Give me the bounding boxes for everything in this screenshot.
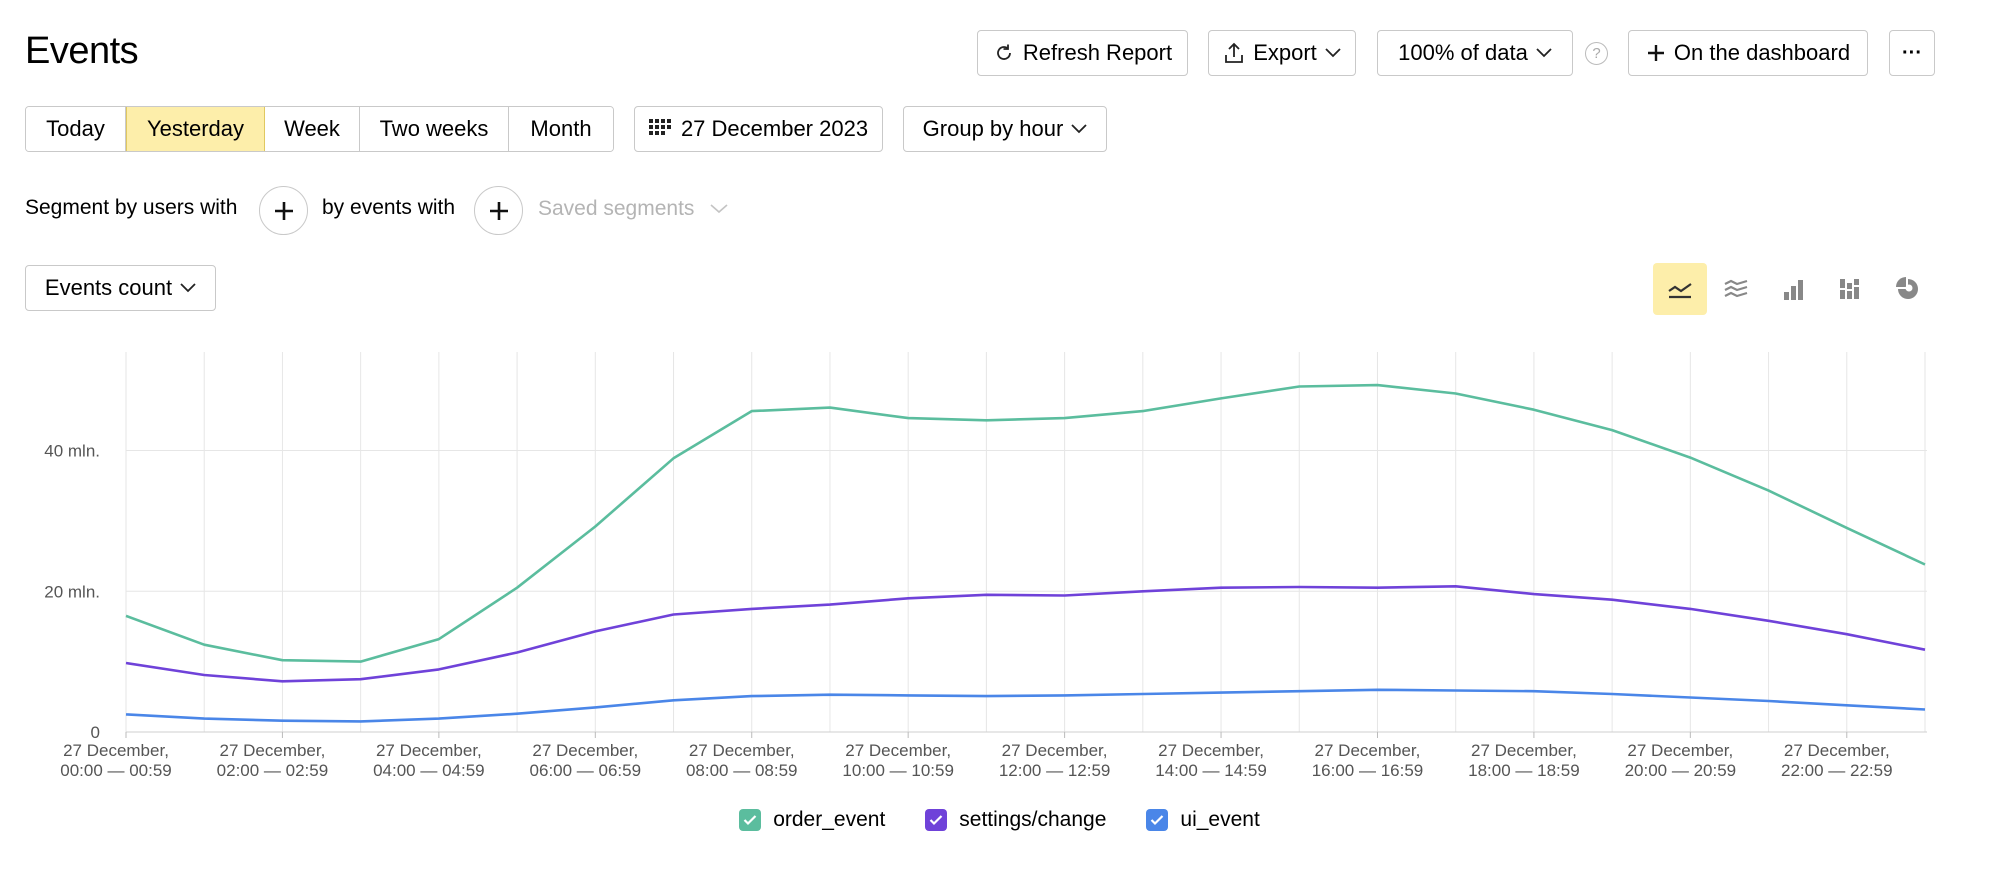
chevron-down-icon (180, 283, 196, 293)
date-picker-button[interactable]: 27 December 2023 (634, 106, 883, 152)
add-to-dashboard-button[interactable]: On the dashboard (1628, 30, 1868, 76)
x-tick-label: 08:00 — 08:59 (686, 761, 798, 780)
chevron-down-icon (710, 204, 728, 214)
y-tick-label: 40 mln. (44, 442, 100, 461)
y-tick-label: 20 mln. (44, 582, 100, 601)
export-label: Export (1253, 40, 1317, 65)
checkbox-checked-icon[interactable] (925, 809, 948, 831)
legend-item-ui-event[interactable]: ui_event (1146, 808, 1260, 832)
legend-label: ui_event (1180, 808, 1260, 831)
plus-icon (489, 201, 508, 220)
segment-events-label: by events with (322, 196, 456, 219)
series-line-ui-event (125, 688, 1926, 723)
period-tab-two-weeks[interactable]: Two weeks (360, 107, 509, 151)
sampling-dropdown[interactable]: 100% of data (1377, 30, 1573, 76)
segment-users-label: Segment by users with (25, 196, 238, 219)
x-tick-label: 14:00 — 14:59 (1155, 761, 1267, 780)
add-user-segment-button[interactable] (259, 186, 308, 235)
line-chart-icon (1668, 283, 1692, 299)
x-tick-label: 06:00 — 06:59 (530, 761, 642, 780)
view-bar-chart-button[interactable] (1767, 263, 1821, 315)
x-tick-label: 27 December, (220, 741, 326, 760)
calendar-icon (648, 119, 671, 135)
period-tab-yesterday[interactable]: Yesterday (126, 107, 265, 151)
group-by-label: Group by hour (922, 116, 1064, 141)
refresh-report-button[interactable]: Refresh Report (977, 30, 1188, 76)
view-stacked-area-button[interactable] (1709, 263, 1763, 315)
x-tick-label: 27 December, (1002, 741, 1108, 760)
view-line-chart-button[interactable] (1653, 263, 1707, 315)
add-to-dashboard-label: On the dashboard (1673, 40, 1851, 65)
plus-icon (274, 201, 293, 220)
sampling-label: 100% of data (1398, 40, 1528, 65)
x-tick-label: 27 December, (1158, 741, 1264, 760)
x-tick-label: 04:00 — 04:59 (373, 761, 485, 780)
saved-segments-label: Saved segments (538, 197, 695, 220)
series-line-order-event (125, 383, 1926, 663)
chart-legend: order_event settings/change ui_event (0, 808, 1999, 832)
chevron-down-icon (1536, 48, 1552, 58)
x-tick-label: 27 December, (845, 741, 951, 760)
help-icon[interactable]: ? (1585, 42, 1608, 65)
stacked-bar-icon (1840, 279, 1859, 299)
refresh-report-label: Refresh Report (1022, 40, 1173, 65)
group-by-dropdown[interactable]: Group by hour (903, 106, 1107, 152)
period-selector: Today Yesterday Week Two weeks Month (25, 106, 614, 152)
date-label: 27 December 2023 (680, 116, 869, 141)
refresh-icon (997, 44, 1011, 60)
more-icon: ··· (1902, 41, 1922, 64)
metric-label: Events count (44, 275, 173, 300)
checkbox-checked-icon[interactable] (739, 809, 762, 831)
more-options-button[interactable]: ··· (1889, 30, 1935, 76)
period-tab-week[interactable]: Week (265, 107, 360, 151)
legend-label: settings/change (959, 808, 1107, 831)
chevron-down-icon (1071, 124, 1087, 134)
x-tick-label: 12:00 — 12:59 (999, 761, 1111, 780)
legend-item-settings-change[interactable]: settings/change (925, 808, 1106, 832)
saved-segments-dropdown[interactable]: Saved segments (538, 197, 728, 221)
pie-chart-icon (1896, 277, 1918, 299)
export-button[interactable]: Export (1208, 30, 1356, 76)
x-tick-label: 27 December, (1471, 741, 1577, 760)
x-tick-label: 27 December, (1627, 741, 1733, 760)
period-tab-today[interactable]: Today (26, 107, 126, 151)
x-tick-label: 20:00 — 20:59 (1625, 761, 1737, 780)
checkbox-checked-icon[interactable] (1146, 809, 1169, 831)
events-line-chart: 020 mln.40 mln.27 December,00:00 — 00:59… (44, 352, 1927, 780)
chevron-down-icon (1325, 48, 1341, 58)
x-tick-label: 27 December, (1315, 741, 1421, 760)
view-pie-chart-button[interactable] (1881, 263, 1935, 315)
stacked-area-icon (1724, 279, 1748, 298)
bar-chart-icon (1784, 280, 1803, 300)
x-tick-label: 27 December, (1784, 741, 1890, 760)
legend-item-order-event[interactable]: order_event (739, 808, 885, 832)
x-tick-label: 27 December, (63, 741, 169, 760)
x-tick-label: 02:00 — 02:59 (217, 761, 329, 780)
x-tick-label: 27 December, (532, 741, 638, 760)
y-tick-label: 0 (91, 723, 100, 742)
x-tick-label: 10:00 — 10:59 (842, 761, 954, 780)
view-stacked-bar-button[interactable] (1823, 263, 1877, 315)
period-tab-month[interactable]: Month (509, 107, 613, 151)
x-tick-label: 22:00 — 22:59 (1781, 761, 1893, 780)
metric-dropdown[interactable]: Events count (25, 265, 216, 311)
legend-label: order_event (773, 808, 886, 831)
x-tick-label: 00:00 — 00:59 (60, 761, 172, 780)
plus-icon (1647, 45, 1664, 61)
x-tick-label: 27 December, (376, 741, 482, 760)
x-tick-label: 16:00 — 16:59 (1312, 761, 1424, 780)
x-tick-label: 27 December, (689, 741, 795, 760)
add-event-segment-button[interactable] (474, 186, 523, 235)
export-icon (1225, 42, 1244, 63)
series-line-settings-change (125, 585, 1926, 683)
page-title: Events (25, 30, 139, 72)
x-tick-label: 18:00 — 18:59 (1468, 761, 1580, 780)
